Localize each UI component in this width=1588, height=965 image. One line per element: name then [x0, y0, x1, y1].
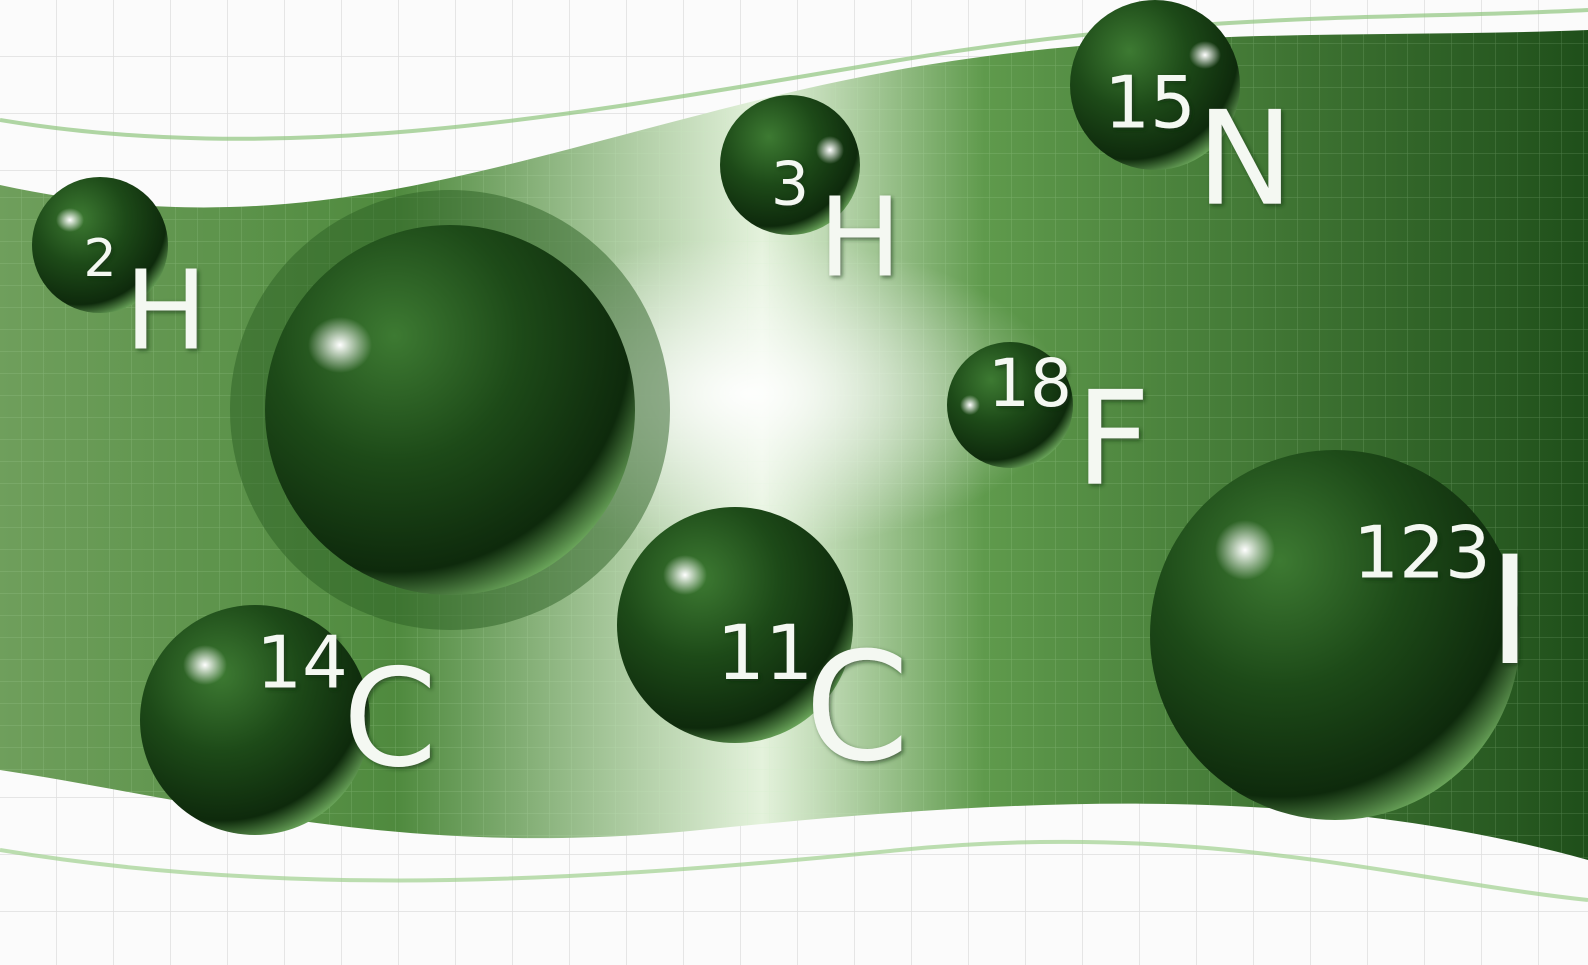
- swoosh: [0, 839, 1588, 902]
- spheres: [32, 0, 1520, 835]
- element-symbol: C: [805, 621, 910, 795]
- mass-number: 18: [988, 345, 1072, 422]
- mass-number: 15: [1104, 61, 1196, 145]
- element-symbol: H: [819, 173, 902, 301]
- swoosh: [0, 8, 1588, 141]
- mass-number: 3: [771, 150, 809, 220]
- element-symbol: N: [1196, 83, 1293, 235]
- element-symbol: I: [1488, 525, 1532, 699]
- element-symbol: C: [343, 640, 437, 797]
- mass-number: 14: [256, 621, 348, 705]
- element-symbol: F: [1076, 363, 1151, 515]
- mass-number: 11: [717, 608, 814, 697]
- isotope-labels: 2 H 3 H 15 N 18 F 14 C 11 C 123 I: [83, 61, 1532, 798]
- element-symbol: H: [125, 246, 208, 374]
- mass-number: 123: [1353, 511, 1490, 595]
- mass-number: 2: [83, 229, 116, 289]
